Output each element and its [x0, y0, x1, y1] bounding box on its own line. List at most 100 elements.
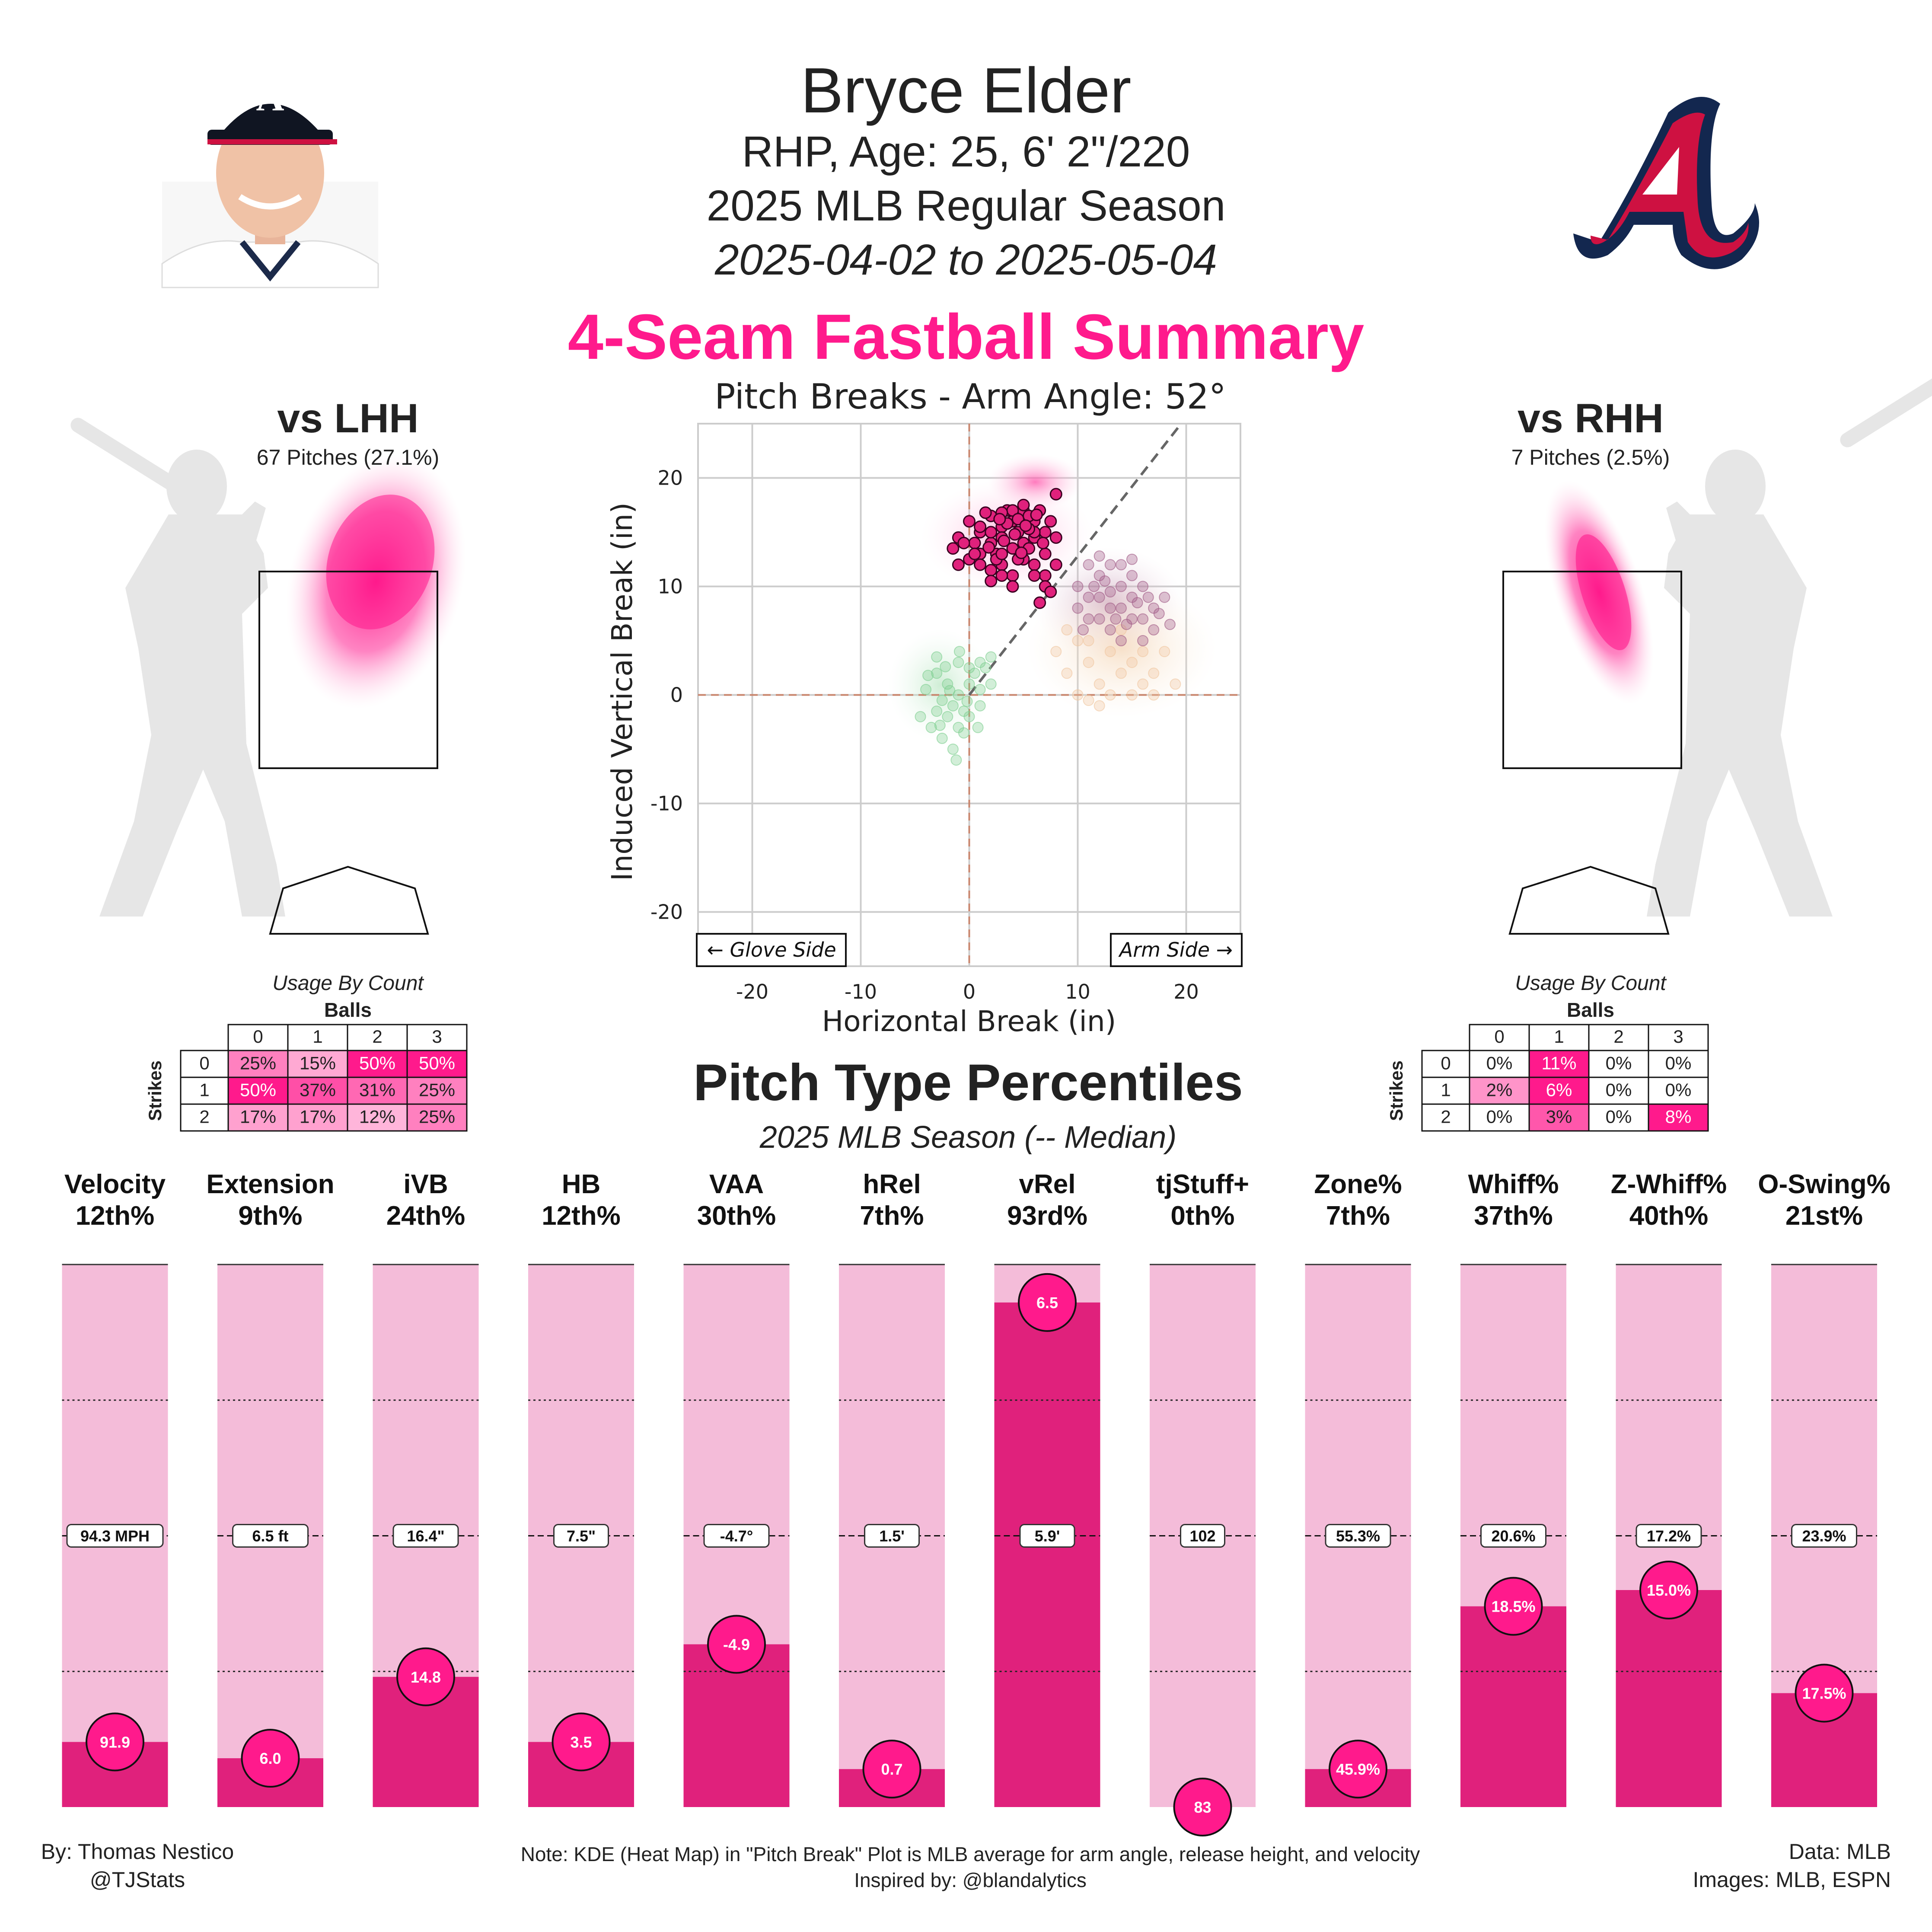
- date-range: 2025-04-02 to 2025-05-04: [714, 236, 1217, 284]
- x-tick-label: 10: [1065, 980, 1090, 1003]
- lhh-home-plate: [269, 865, 429, 935]
- other-pitch-point: [947, 700, 959, 712]
- other-pitch-point: [1121, 619, 1132, 630]
- percentile-bar-fill: [994, 1302, 1100, 1807]
- pitch-break-chart: -20 -10 0 10 20 20 10 0 -10 -20 ← Glove Side Arm …: [650, 423, 1243, 1004]
- rhh-ball-header: 2: [1613, 1026, 1623, 1047]
- rhh-ball-header-cell: [1588, 1024, 1649, 1051]
- other-pitch-point: [1153, 608, 1165, 620]
- percentile-value-label: 6.5: [1036, 1294, 1058, 1312]
- other-pitch-point: [1061, 624, 1073, 635]
- other-pitch-point: [1104, 586, 1116, 598]
- break-points: [915, 488, 1181, 766]
- other-pitch-point: [1078, 624, 1089, 635]
- fastball-point: [985, 564, 998, 577]
- lhh-pitch-count: 67 Pitches (27.1%): [257, 445, 439, 469]
- rhh-ball-header: 1: [1554, 1026, 1564, 1047]
- other-pitch-point: [920, 683, 932, 695]
- glove-side-box: ← Glove Side: [696, 933, 847, 967]
- percentile-value-label: -4.9: [723, 1636, 750, 1654]
- fastball-point: [1015, 546, 1028, 559]
- median-label: -4.7°: [720, 1527, 753, 1545]
- rhh-strike-header: 0: [1441, 1053, 1451, 1073]
- percentile-value-label: 91.9: [100, 1733, 130, 1751]
- other-pitch-point: [942, 711, 953, 722]
- lhh-usage-table: Strikes 0 1 2 3 0 25% 15% 50% 50% 1 50% 37% 31% 25% 2 17…: [145, 1024, 468, 1132]
- other-pitch-point: [1094, 550, 1105, 562]
- rhh-usage-cell: [1648, 1050, 1709, 1078]
- fastball-point: [974, 558, 987, 571]
- percentiles-subtitle: 2025 MLB Season (-- Median): [759, 1120, 1176, 1155]
- rhh-strike-header: 2: [1441, 1106, 1451, 1127]
- percentile-category-label: iVB: [403, 1169, 448, 1199]
- other-pitch-point: [1170, 678, 1181, 690]
- fastball-point: [1049, 488, 1062, 501]
- lhh-title: vs LHH: [277, 396, 418, 441]
- other-pitch-point: [1104, 689, 1116, 701]
- break-x-label: Horizontal Break (in): [822, 1005, 1116, 1038]
- other-pitch-point: [922, 670, 934, 681]
- other-pitch-point: [934, 719, 946, 731]
- percentile-rank-label: 37th%: [1474, 1201, 1553, 1231]
- other-pitch-point: [961, 696, 973, 707]
- median-label-box: [392, 1524, 459, 1548]
- other-pitch-point: [1137, 613, 1149, 625]
- rhh-usage-value: 0%: [1486, 1106, 1513, 1127]
- fastball-point: [1028, 558, 1041, 571]
- rhh-ball-header-cell: [1469, 1024, 1530, 1051]
- other-pitch-point: [1148, 624, 1160, 635]
- median-label-box: [1791, 1524, 1857, 1548]
- lhh-usage-value: 37%: [300, 1079, 336, 1100]
- other-pitch-point: [1126, 553, 1138, 565]
- rhh-usage-cell: [1469, 1076, 1530, 1105]
- percentile-rank-label: 12th%: [542, 1201, 621, 1231]
- rhh-usage-value: 3%: [1546, 1106, 1572, 1127]
- other-pitch-point: [1115, 602, 1127, 614]
- other-pitch-point: [1126, 570, 1138, 581]
- other-pitch-point: [1094, 678, 1105, 690]
- percentile-category-label: hRel: [863, 1169, 921, 1199]
- rhh-usage-value: 0%: [1665, 1053, 1692, 1073]
- fastball-point: [1049, 531, 1062, 544]
- other-pitch-point: [931, 667, 943, 679]
- percentile-rank-label: 0th%: [1170, 1201, 1234, 1231]
- percentile-value-marker: [1795, 1664, 1854, 1723]
- break-tick-labels: -20 -10 0 10 20 20 10 0 -10 -20: [650, 466, 1199, 1004]
- lhh-usage-value: 50%: [419, 1053, 455, 1073]
- footer-handle: @TJStats: [90, 1868, 185, 1892]
- percentile-rank-label: 7th%: [860, 1201, 924, 1231]
- rhh-strike-header-cell: [1421, 1050, 1470, 1078]
- other-pitch-point: [980, 662, 992, 674]
- other-pitch-point: [1099, 575, 1111, 587]
- median-label: 5.9': [1035, 1527, 1060, 1545]
- percentile-value-label: 14.8: [411, 1668, 441, 1686]
- x-tick-label: 20: [1173, 980, 1199, 1003]
- fastball-point: [1033, 596, 1046, 609]
- lhh-usage-cell: [406, 1103, 468, 1132]
- lhh-usage-value: 25%: [240, 1053, 276, 1073]
- player-name: Bryce Elder: [801, 55, 1132, 126]
- rhh-usage-cell: [1648, 1103, 1709, 1132]
- percentile-value-marker: [1329, 1740, 1387, 1799]
- rhh-usage-value: 11%: [1542, 1053, 1577, 1073]
- fastball-point: [985, 575, 998, 588]
- lhh-usage-value: 50%: [359, 1053, 395, 1073]
- lhh-strike-header: 0: [199, 1053, 209, 1073]
- rhh-pitch-count: 7 Pitches (2.5%): [1511, 445, 1670, 469]
- other-pitch-point: [985, 651, 997, 663]
- fastball-point: [1006, 569, 1019, 582]
- fastball-point: [995, 569, 1008, 582]
- other-pitch-point: [1104, 646, 1116, 658]
- median-label-box: [1180, 1524, 1225, 1548]
- rhh-ball-header-cell: [1648, 1024, 1709, 1051]
- rhh-usage-value: 0%: [1606, 1053, 1632, 1073]
- glove-side-label: ← Glove Side: [707, 938, 836, 961]
- footer-inspired: Inspired by: @blandalytics: [854, 1869, 1087, 1891]
- other-pitch-point: [1104, 624, 1116, 635]
- y-tick-label: -10: [650, 792, 683, 815]
- other-pitch-point: [1088, 581, 1100, 592]
- rhh-balls-label: Balls: [1567, 999, 1614, 1021]
- fastball-point: [1006, 580, 1019, 593]
- median-label-box: [1325, 1524, 1391, 1548]
